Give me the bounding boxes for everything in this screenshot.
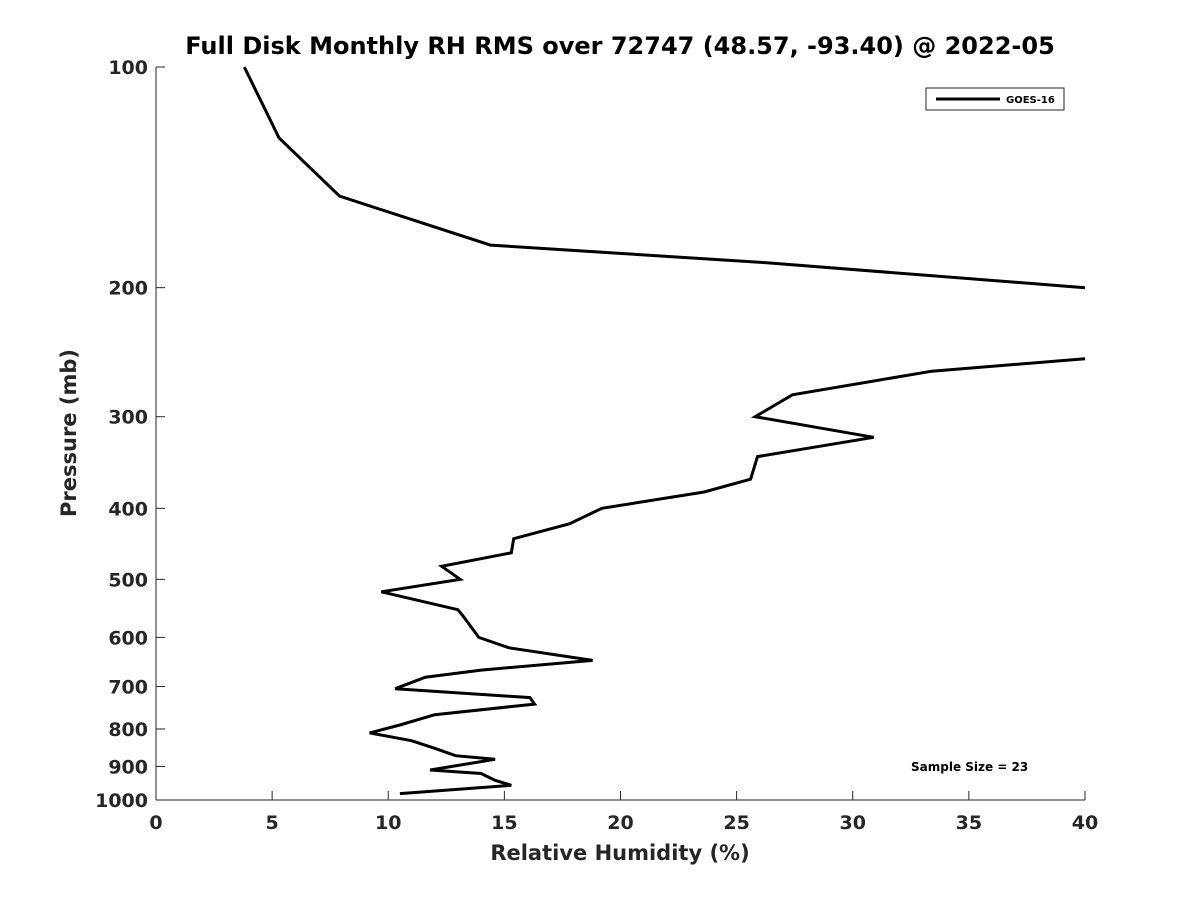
y-tick-label: 300 [108,407,148,429]
legend-label-goes-16: GOES-16 [1006,95,1055,106]
legend: GOES-16 [925,87,1065,111]
y-tick-label: 400 [108,498,148,520]
y-tick-label: 800 [108,719,148,741]
x-tick-label: 0 [149,812,162,834]
series-group [242,66,1086,796]
series-line-goes-16 [369,357,1086,796]
y-axis-label: Pressure (mb) [57,349,81,517]
x-tick-label: 5 [266,812,279,834]
x-tick-label: 10 [375,812,401,834]
x-tick-label: 30 [840,812,866,834]
x-tick-label: 20 [607,812,633,834]
y-tick-label: 1000 [95,790,148,812]
x-axis-label: Relative Humidity (%) [490,841,749,865]
y-tick-label: 700 [108,676,148,698]
x-tick-label: 25 [723,812,749,834]
y-tick-label: 100 [108,57,148,79]
y-tick-label: 900 [108,756,148,778]
chart-title: Full Disk Monthly RH RMS over 72747 (48.… [185,32,1055,60]
y-tick-label: 500 [108,569,148,591]
y-tick-label: 200 [108,278,148,300]
x-ticks: 0 5 10 15 20 25 30 35 40 [149,791,1098,834]
plot-area: 0 5 10 15 20 25 30 35 40 100 200 300 400 500 600 700 80… [95,57,1098,834]
series-line-goes-16 [242,66,1086,290]
y-ticks: 100 200 300 400 500 600 700 800 900 1000 [95,57,165,812]
x-tick-label: 15 [491,812,517,834]
x-tick-label: 40 [1072,812,1098,834]
sample-size-annotation: Sample Size = 23 [911,760,1028,774]
y-tick-label: 600 [108,627,148,649]
x-tick-label: 35 [956,812,982,834]
